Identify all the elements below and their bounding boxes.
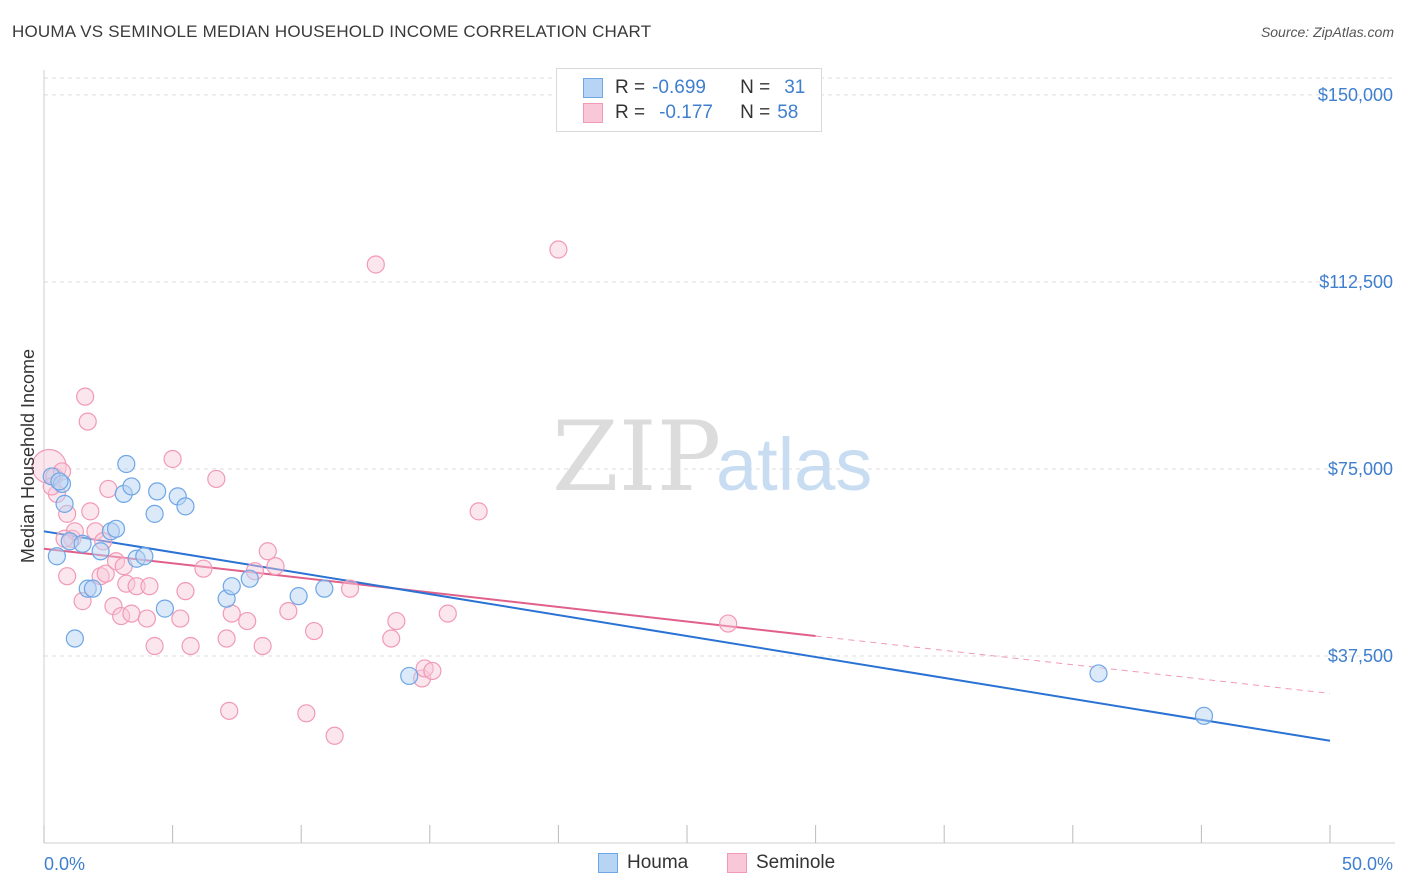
legend-swatch-seminole: [583, 103, 603, 123]
data-point-seminole: [78, 412, 97, 431]
data-point-seminole: [137, 609, 156, 628]
trend-line-seminole-extension: [815, 635, 1331, 694]
data-point-seminole: [58, 567, 77, 586]
data-point-houma: [1194, 706, 1214, 725]
data-point-seminole: [76, 387, 95, 406]
data-point-houma: [135, 547, 154, 566]
y-axis-label: Median Household Income: [18, 349, 38, 563]
watermark: ZIP atlas: [552, 401, 872, 513]
data-point-seminole: [366, 255, 385, 274]
data-point-seminole: [423, 661, 442, 681]
data-point-seminole: [279, 601, 298, 621]
data-point-seminole: [163, 449, 182, 469]
legend-row-houma: R = -0.699 N = 31: [583, 76, 805, 100]
x-tick-label: 0.0%: [44, 854, 85, 874]
data-point-houma: [148, 482, 167, 501]
data-point-seminole: [122, 604, 141, 623]
watermark-atlas: atlas: [716, 423, 872, 506]
legend-swatch-houma: [583, 78, 603, 98]
trend-line-houma: [43, 530, 1331, 742]
data-point-houma: [315, 579, 334, 598]
trend-line-seminole: [43, 547, 816, 638]
data-point-seminole: [81, 502, 100, 521]
data-point-seminole: [387, 611, 406, 631]
legend-n-value-houma: 31: [784, 77, 806, 98]
data-point-houma: [55, 494, 74, 513]
data-point-houma: [289, 587, 308, 606]
data-point-seminole: [266, 557, 285, 576]
data-point-houma: [1089, 664, 1108, 683]
data-point-seminole: [140, 577, 159, 596]
data-point-seminole: [297, 704, 316, 723]
data-point-seminole: [171, 609, 190, 628]
legend-r-value-seminole: -0.177: [659, 102, 713, 123]
source-label: Source: ZipAtlas.com: [1260, 24, 1394, 40]
watermark-zip: ZIP: [552, 401, 721, 513]
axes-layer: [43, 70, 1395, 844]
data-point-seminole: [220, 701, 239, 720]
data-point-seminole: [340, 579, 360, 598]
legend-n-label: N =: [740, 77, 771, 98]
legend-n-label: N =: [740, 102, 771, 123]
y-tick-label: $112,500: [1319, 272, 1393, 292]
data-point-seminole: [181, 636, 200, 656]
data-point-houma: [73, 534, 92, 553]
series-swatch-houma: [598, 853, 618, 873]
legend-n-value-seminole: 58: [777, 102, 799, 123]
data-point-seminole: [325, 726, 344, 745]
data-point-seminole: [194, 559, 213, 578]
data-point-seminole: [469, 502, 488, 521]
data-point-houma: [222, 577, 241, 596]
data-point-houma: [122, 477, 141, 496]
y-tick-label: $37,500: [1328, 646, 1393, 666]
data-point-seminole: [382, 629, 401, 648]
data-point-houma: [106, 519, 126, 538]
data-point-houma: [50, 472, 69, 491]
series-legend: Houma Seminole: [0, 852, 1406, 878]
data-point-seminole: [438, 604, 457, 623]
legend-row-seminole: R = -0.177 N = 58: [583, 101, 798, 125]
data-point-seminole: [217, 629, 236, 648]
data-point-seminole: [96, 564, 115, 583]
data-point-houma: [91, 542, 110, 561]
data-point-seminole: [258, 542, 277, 561]
legend-r-label: R =: [615, 77, 646, 98]
series-label-seminole: Seminole: [756, 852, 836, 873]
data-point-seminole: [238, 611, 257, 631]
series-legend-houma[interactable]: Houma: [598, 852, 688, 874]
data-point-seminole: [104, 597, 123, 616]
data-point-houma: [145, 504, 164, 523]
series-label-houma: Houma: [627, 852, 689, 873]
data-point-houma: [176, 497, 195, 516]
data-point-seminole: [719, 614, 738, 633]
data-point-seminole: [304, 621, 324, 641]
data-point-houma: [117, 454, 136, 474]
legend-r-value-houma: -0.699: [652, 77, 706, 98]
legend-r-label: R =: [615, 102, 646, 123]
data-point-seminole: [549, 240, 568, 259]
data-point-houma: [155, 599, 174, 618]
ticks-layer: $37,500 $75,000 $112,500 $150,000 0.0% 50.0%: [44, 85, 1393, 874]
data-point-houma: [400, 666, 419, 686]
data-point-houma: [47, 547, 66, 566]
data-point-houma: [240, 569, 259, 588]
data-point-houma: [83, 579, 102, 598]
chart-title: HOUMA VS SEMINOLE MEDIAN HOUSEHOLD INCOM…: [12, 22, 652, 41]
data-point-seminole: [207, 469, 226, 489]
stats-legend: R = -0.699 N = 31 R = -0.177 N = 58: [556, 68, 822, 132]
y-tick-label: $75,000: [1328, 459, 1393, 479]
trend-layer: [43, 530, 1331, 742]
data-point-seminole: [127, 577, 146, 596]
data-point-seminole: [253, 636, 272, 656]
series-legend-seminole[interactable]: Seminole: [727, 852, 835, 874]
data-point-seminole: [176, 582, 195, 601]
data-point-seminole: [145, 636, 164, 656]
x-tick-label: 50.0%: [1342, 854, 1393, 874]
data-point-houma: [65, 629, 84, 648]
y-tick-label: $150,000: [1318, 85, 1393, 105]
points-layer: [31, 240, 1214, 745]
series-swatch-seminole: [727, 853, 747, 873]
data-point-seminole: [99, 479, 118, 499]
